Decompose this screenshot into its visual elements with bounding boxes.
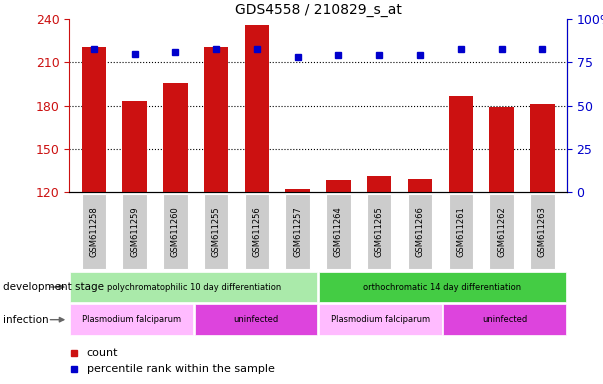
FancyBboxPatch shape xyxy=(367,194,391,269)
Bar xyxy=(81,46,106,192)
FancyBboxPatch shape xyxy=(319,272,566,302)
Bar xyxy=(163,83,188,192)
Text: GSM611266: GSM611266 xyxy=(415,206,425,257)
FancyBboxPatch shape xyxy=(70,305,193,335)
FancyBboxPatch shape xyxy=(490,194,514,269)
Text: GSM611260: GSM611260 xyxy=(171,206,180,257)
Text: GSM611259: GSM611259 xyxy=(130,206,139,257)
Text: percentile rank within the sample: percentile rank within the sample xyxy=(87,364,274,374)
Bar xyxy=(530,104,555,192)
Text: GSM611265: GSM611265 xyxy=(374,206,384,257)
Text: GSM611261: GSM611261 xyxy=(456,206,466,257)
Bar xyxy=(490,107,514,192)
Bar xyxy=(326,180,351,192)
Bar xyxy=(245,25,269,192)
FancyBboxPatch shape xyxy=(408,194,432,269)
FancyBboxPatch shape xyxy=(195,305,317,335)
FancyBboxPatch shape xyxy=(70,272,317,302)
Text: GSM611256: GSM611256 xyxy=(253,206,262,257)
Bar xyxy=(122,101,147,192)
Bar xyxy=(285,189,310,192)
Text: GSM611262: GSM611262 xyxy=(497,206,506,257)
Text: count: count xyxy=(87,348,118,358)
Bar xyxy=(449,96,473,192)
Text: infection: infection xyxy=(3,314,49,325)
FancyBboxPatch shape xyxy=(326,194,351,269)
FancyBboxPatch shape xyxy=(449,194,473,269)
Text: uninfected: uninfected xyxy=(482,315,527,324)
Bar xyxy=(408,179,432,192)
Bar xyxy=(204,46,229,192)
FancyBboxPatch shape xyxy=(122,194,147,269)
Text: Plasmodium falciparum: Plasmodium falciparum xyxy=(82,315,181,324)
FancyBboxPatch shape xyxy=(204,194,229,269)
FancyBboxPatch shape xyxy=(443,305,566,335)
Text: GSM611257: GSM611257 xyxy=(293,206,302,257)
FancyBboxPatch shape xyxy=(530,194,555,269)
FancyBboxPatch shape xyxy=(81,194,106,269)
FancyBboxPatch shape xyxy=(163,194,188,269)
Text: polychromatophilic 10 day differentiation: polychromatophilic 10 day differentiatio… xyxy=(107,283,281,291)
Text: development stage: development stage xyxy=(3,282,104,292)
Text: GSM611264: GSM611264 xyxy=(334,206,343,257)
FancyBboxPatch shape xyxy=(285,194,310,269)
Text: GSM611255: GSM611255 xyxy=(212,206,221,257)
Text: uninfected: uninfected xyxy=(233,315,279,324)
Text: Plasmodium falciparum: Plasmodium falciparum xyxy=(330,315,430,324)
Text: GSM611258: GSM611258 xyxy=(89,206,98,257)
Title: GDS4558 / 210829_s_at: GDS4558 / 210829_s_at xyxy=(235,3,402,17)
FancyBboxPatch shape xyxy=(319,305,441,335)
Text: orthochromatic 14 day differentiation: orthochromatic 14 day differentiation xyxy=(364,283,522,291)
FancyBboxPatch shape xyxy=(245,194,269,269)
Text: GSM611263: GSM611263 xyxy=(538,206,547,257)
Bar xyxy=(367,176,391,192)
